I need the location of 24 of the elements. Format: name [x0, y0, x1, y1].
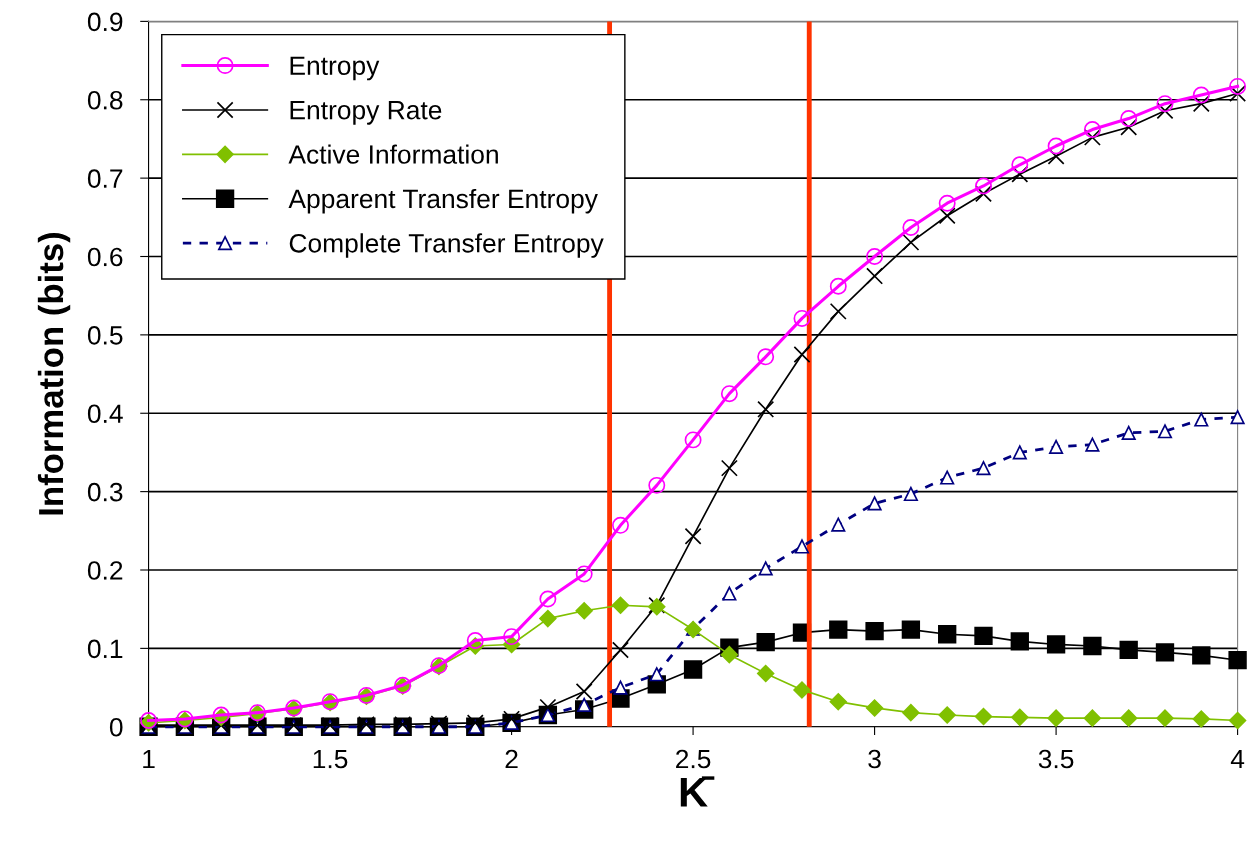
legend-label: Complete Transfer Entropy [289, 233, 604, 258]
y-tick-label: 0.4 [87, 404, 123, 424]
legend-label: Apparent Transfer Entropy [288, 188, 598, 214]
legend-label: Active Information [288, 144, 498, 164]
y-tick-label: 0 [109, 717, 123, 737]
x-tick-label: 2.5 [676, 749, 711, 769]
legend-label: Entropy Rate [290, 101, 442, 125]
x-tick-label: 3.5 [1038, 749, 1074, 769]
y-tick-label: 0.7 [87, 169, 123, 188]
y-tick-label: 0.3 [87, 482, 123, 502]
y-tick-label: 0.8 [87, 90, 123, 110]
y-tick-label: 0.5 [87, 326, 123, 345]
y-tick-label: 0.6 [87, 247, 123, 267]
x-tick-label: 1 [143, 749, 155, 769]
x-tick-label: 1.5 [313, 749, 348, 769]
legend-label: Entropy [290, 56, 380, 81]
x-tick-label: 3 [868, 749, 881, 769]
y-tick-label: 0.9 [87, 12, 123, 32]
x-tick-label: 4 [1230, 749, 1245, 769]
x-tick-label: 2 [505, 749, 518, 769]
y-axis-title: Information (bits) [37, 233, 71, 515]
x-axis-title: K̄ [680, 776, 715, 807]
y-tick-label: 0.2 [87, 561, 123, 580]
y-tick-label: 0.1 [87, 639, 123, 659]
